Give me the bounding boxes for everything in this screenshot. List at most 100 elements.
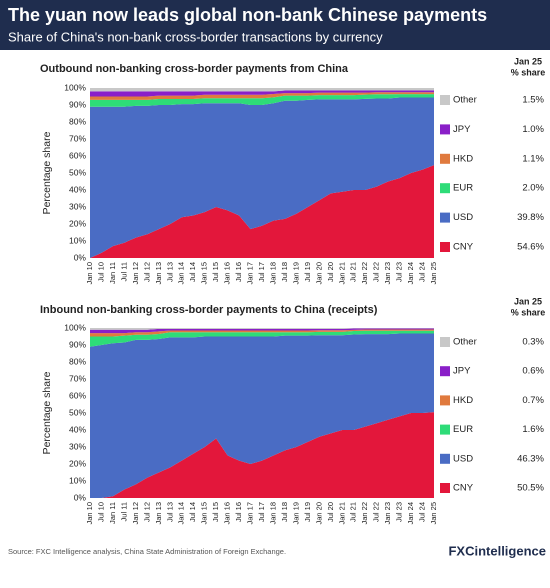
legend-swatch [440, 337, 450, 347]
legend-label: EUR [453, 183, 473, 194]
x-tick-label: Jul 17 [257, 262, 266, 282]
y-axis-label: Percentage share [41, 371, 53, 454]
y-tick-label: 90% [69, 99, 86, 109]
legend-swatch [440, 424, 450, 435]
x-tick-label: Jul 12 [142, 262, 151, 282]
legend-label: HKD [453, 153, 473, 164]
legend-title: Jan 25 [514, 56, 542, 66]
y-tick-label: 70% [69, 373, 86, 383]
y-axis-label: Percentage share [41, 131, 53, 214]
x-tick-label: Jan 22 [360, 262, 369, 285]
legend-swatch [440, 483, 450, 493]
x-tick-label: Jan 24 [406, 262, 415, 285]
x-tick-label: Jan 25 [429, 502, 438, 525]
x-tick-label: Jul 15 [211, 262, 220, 282]
y-tick-label: 40% [69, 184, 86, 194]
x-tick-label: Jul 13 [165, 262, 174, 282]
y-tick-label: 10% [69, 475, 86, 485]
legend-share: 1.0% [522, 124, 544, 135]
y-tick-label: 30% [69, 201, 86, 211]
x-tick-label: Jan 11 [108, 262, 117, 284]
x-tick-label: Jan 21 [337, 502, 346, 525]
x-tick-label: Jul 18 [280, 502, 289, 522]
x-tick-label: Jan 19 [291, 502, 300, 525]
x-tick-label: Jan 10 [85, 502, 94, 525]
x-tick-label: Jul 22 [372, 262, 381, 282]
x-tick-label: Jul 24 [418, 502, 427, 522]
x-tick-label: Jul 13 [165, 502, 174, 522]
legend-label: CNY [453, 483, 474, 494]
legend-title: Jan 25 [514, 296, 542, 306]
x-tick-label: Jul 23 [395, 502, 404, 522]
area-cny [90, 165, 434, 258]
x-tick-label: Jul 14 [188, 262, 197, 282]
legend-label: JPY [453, 124, 471, 135]
legend-swatch [440, 242, 450, 252]
area-other [90, 88, 434, 92]
x-tick-label: Jan 22 [360, 502, 369, 525]
x-tick-label: Jan 24 [406, 502, 415, 525]
y-tick-label: 80% [69, 116, 86, 126]
area-eur [90, 330, 434, 347]
x-tick-label: Jan 18 [268, 262, 277, 285]
legend-label: Other [453, 95, 477, 106]
x-tick-label: Jan 15 [200, 262, 209, 285]
x-tick-label: Jul 21 [349, 502, 358, 522]
y-tick-label: 20% [69, 218, 86, 228]
logo: FXCintelligence [448, 543, 546, 558]
legend-share: 1.6% [522, 424, 544, 435]
y-tick-label: 70% [69, 133, 86, 143]
y-tick-label: 20% [69, 458, 86, 468]
chart-title: Outbound non-banking cross-border paymen… [40, 63, 349, 75]
x-tick-label: Jul 17 [257, 502, 266, 522]
y-tick-label: 60% [69, 150, 86, 160]
legend-share: 39.8% [517, 212, 544, 223]
legend-swatch [440, 124, 450, 135]
x-tick-label: Jan 23 [383, 262, 392, 285]
y-tick-label: 50% [69, 167, 86, 177]
x-tick-label: Jul 20 [326, 502, 335, 522]
x-tick-label: Jan 10 [85, 262, 94, 285]
x-tick-label: Jan 11 [108, 502, 117, 524]
x-tick-label: Jul 10 [96, 502, 105, 522]
x-tick-label: Jul 16 [234, 262, 243, 282]
x-tick-label: Jul 18 [280, 262, 289, 282]
legend-share: 1.5% [522, 95, 544, 106]
area-other [90, 328, 434, 330]
x-tick-label: Jan 19 [291, 262, 300, 285]
area-hkd [90, 329, 434, 337]
legend-share: 46.3% [517, 453, 544, 464]
x-tick-label: Jan 15 [200, 502, 209, 525]
legend-title: % share [511, 67, 546, 77]
area-hkd [90, 92, 434, 100]
y-tick-label: 100% [64, 322, 86, 332]
legend-share: 0.3% [522, 337, 544, 348]
area-jpy [90, 328, 434, 334]
legend-swatch [440, 453, 450, 464]
x-tick-label: Jul 22 [372, 502, 381, 522]
x-tick-label: Jan 13 [154, 502, 163, 525]
legend-label: EUR [453, 424, 473, 435]
y-tick-label: 0% [74, 252, 87, 262]
legend-label: CNY [453, 242, 474, 253]
x-tick-label: Jul 15 [211, 502, 220, 522]
x-tick-label: Jul 21 [349, 262, 358, 282]
x-tick-label: Jan 21 [337, 262, 346, 285]
x-tick-label: Jul 24 [418, 262, 427, 282]
x-tick-label: Jul 20 [326, 262, 335, 282]
legend-swatch [440, 395, 450, 406]
x-tick-label: Jan 12 [131, 502, 140, 525]
x-tick-label: Jan 14 [177, 262, 186, 285]
y-tick-label: 60% [69, 390, 86, 400]
x-tick-label: Jan 16 [223, 262, 232, 285]
legend-swatch [440, 366, 450, 377]
page-subtitle: Share of China's non-bank cross-border t… [8, 29, 383, 44]
legend-label: USD [453, 453, 473, 464]
x-tick-label: Jul 23 [395, 262, 404, 282]
chart-title: Inbound non-banking cross-border payment… [40, 304, 378, 316]
y-tick-label: 10% [69, 235, 86, 245]
legend-swatch [440, 212, 450, 223]
area-jpy [90, 90, 434, 97]
x-tick-label: Jul 11 [119, 502, 128, 521]
